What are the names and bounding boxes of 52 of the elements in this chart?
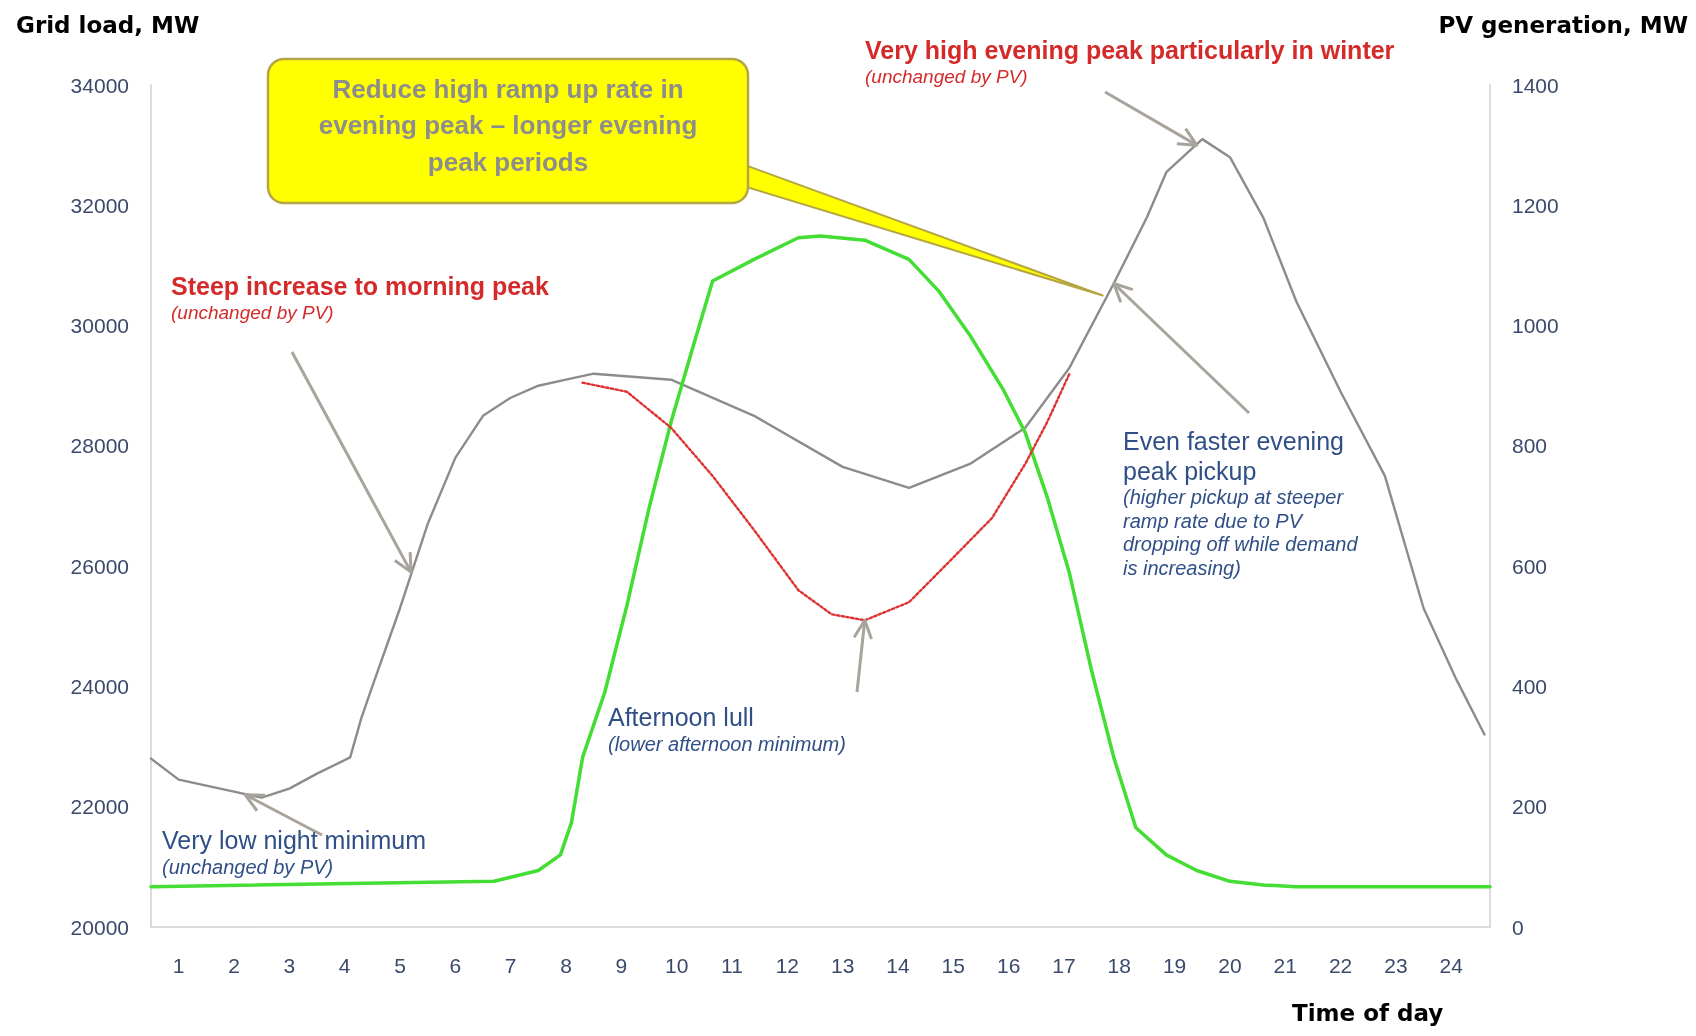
x-tick-label: 16: [996, 954, 1021, 977]
y2-axis-title: PV generation, MW: [1438, 12, 1688, 38]
x-tick-label: 24: [1439, 954, 1464, 977]
x-tick-label: 1: [172, 954, 185, 977]
x-tick-label: 13: [830, 954, 855, 977]
y2-tick-label: 1200: [1512, 193, 1559, 217]
annotation: Afternoon lull (lower afternoon minimum): [608, 703, 847, 757]
y-tick-label: 22000: [70, 795, 129, 819]
y2-tick-label: 1000: [1512, 314, 1559, 338]
line-series: [149, 234, 1492, 889]
x-axis-title: Time of day: [1292, 1000, 1444, 1026]
line-series: [581, 372, 1071, 622]
annotation: Very low night minimum (unchanged by PV): [162, 826, 427, 880]
x-tick-label: 8: [560, 954, 572, 977]
y2-tick-label: 400: [1512, 674, 1548, 698]
y-tick-label: 26000: [70, 554, 129, 578]
y-tick-label: 32000: [70, 193, 129, 217]
x-tick-label: 20: [1218, 954, 1242, 977]
y2-tick-label: 200: [1512, 795, 1548, 819]
y-tick-label: 24000: [70, 674, 129, 698]
x-tick-label: 6: [449, 954, 462, 977]
annotation: Reduce high ramp up rate in evening peak – longer evening peak periods: [318, 73, 698, 179]
x-tick-label: 15: [941, 954, 965, 977]
y-tick-label: 28000: [70, 434, 129, 458]
x-tick-label: 5: [394, 954, 406, 977]
y-tick-label: 20000: [70, 915, 129, 939]
x-tick-label: 14: [886, 954, 910, 977]
line-series: [149, 137, 1486, 799]
x-tick-label: 9: [615, 954, 628, 977]
y2-tick-label: 0: [1512, 915, 1524, 939]
y2-tick-label: 1400: [1512, 73, 1559, 97]
annotation: Very high evening peak particularly in winter (unchanged by PV): [865, 36, 1395, 87]
y-tick-label: 30000: [70, 314, 129, 338]
x-tick-label: 19: [1162, 954, 1187, 977]
y2-tick-label: 800: [1512, 434, 1548, 458]
x-tick-label: 7: [504, 954, 517, 977]
x-tick-label: 21: [1273, 954, 1297, 977]
x-tick-label: 22: [1328, 954, 1353, 977]
y-axis-title: Grid load, MW: [16, 12, 200, 38]
x-tick-label: 23: [1384, 954, 1408, 977]
x-tick-label: 11: [721, 954, 743, 977]
y2-tick-label: 600: [1512, 554, 1548, 578]
annotation: Steep increase to morning peak (unchanged by PV): [171, 272, 550, 324]
x-tick-label: 10: [664, 954, 689, 977]
x-tick-label: 12: [775, 954, 799, 977]
x-tick-label: 2: [228, 954, 240, 977]
x-tick-label: 18: [1107, 954, 1131, 977]
y-tick-label: 34000: [70, 73, 129, 97]
x-tick-label: 17: [1052, 954, 1076, 977]
x-tick-label: 3: [283, 954, 296, 977]
annotation: Even faster evening peak pickup (higher pickup at steeper ramp rate due to PV dropping off while demand is increasing): [1123, 427, 1359, 581]
x-tick-label: 4: [338, 954, 351, 977]
